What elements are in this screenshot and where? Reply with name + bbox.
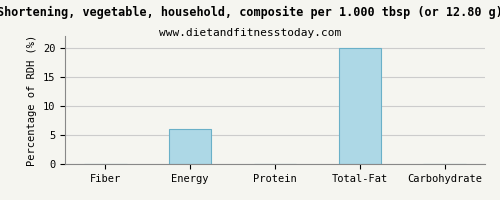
Y-axis label: Percentage of RDH (%): Percentage of RDH (%) xyxy=(27,34,37,166)
Bar xyxy=(338,48,381,164)
Text: Shortening, vegetable, household, composite per 1.000 tbsp (or 12.80 g): Shortening, vegetable, household, compos… xyxy=(0,6,500,19)
Text: www.dietandfitnesstoday.com: www.dietandfitnesstoday.com xyxy=(159,28,341,38)
Bar xyxy=(169,129,212,164)
